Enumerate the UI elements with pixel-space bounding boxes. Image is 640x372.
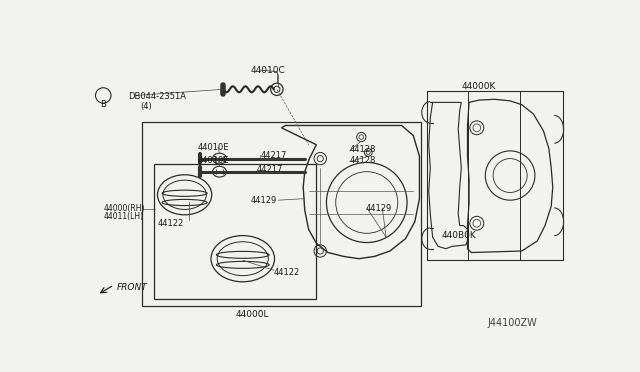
Text: 44122: 44122 — [274, 268, 300, 277]
Text: 44000L: 44000L — [236, 310, 269, 318]
Bar — [428, 91, 563, 260]
Text: DB044-2351A: DB044-2351A — [128, 92, 186, 102]
Text: 44122: 44122 — [157, 219, 184, 228]
Text: 44128: 44128 — [349, 155, 376, 164]
Bar — [154, 164, 316, 299]
Text: FRONT: FRONT — [116, 283, 147, 292]
Text: 44010C: 44010C — [250, 66, 285, 75]
Text: 44129: 44129 — [365, 204, 392, 213]
Text: B: B — [100, 100, 106, 109]
Text: 44000(RH): 44000(RH) — [103, 204, 145, 213]
Text: 44010E: 44010E — [198, 143, 229, 152]
Text: (4): (4) — [140, 102, 152, 111]
Bar — [142, 122, 421, 307]
Text: 44129: 44129 — [250, 196, 276, 205]
Text: 44011(LH): 44011(LH) — [103, 212, 143, 221]
Text: 44128: 44128 — [349, 145, 376, 154]
Text: J44100ZW: J44100ZW — [488, 318, 537, 328]
Text: 44010E: 44010E — [198, 156, 229, 165]
Text: 440B0K: 440B0K — [441, 231, 476, 240]
Text: 44217: 44217 — [260, 151, 287, 160]
Text: 44000K: 44000K — [461, 81, 495, 91]
Text: 44217: 44217 — [257, 165, 283, 174]
